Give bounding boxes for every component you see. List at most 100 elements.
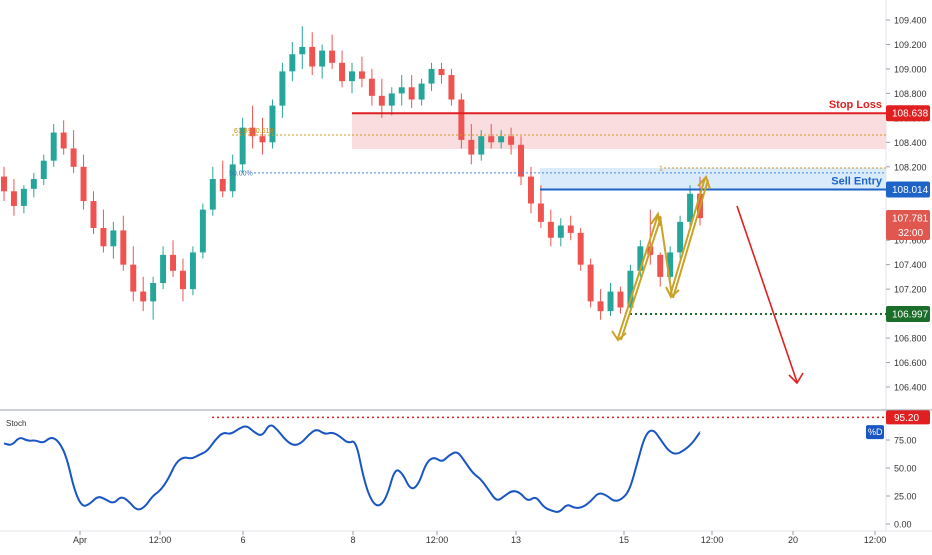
candle[interactable] <box>189 246 196 296</box>
candle[interactable] <box>1 166 7 202</box>
candle[interactable] <box>627 264 634 314</box>
candle[interactable] <box>537 185 544 228</box>
candle-body <box>358 71 365 79</box>
candle[interactable] <box>309 32 316 76</box>
candle[interactable] <box>170 240 177 277</box>
candle[interactable] <box>30 172 37 198</box>
stoch-tick-label: 25.00 <box>894 492 917 502</box>
candle[interactable] <box>508 127 515 155</box>
candle[interactable] <box>408 75 415 109</box>
candle[interactable] <box>468 123 475 165</box>
candle-body <box>607 291 614 312</box>
candle[interactable] <box>279 62 286 118</box>
candle[interactable] <box>150 276 157 320</box>
candle[interactable] <box>100 209 107 253</box>
candle[interactable] <box>239 117 246 173</box>
candle[interactable] <box>229 154 236 198</box>
candle[interactable] <box>50 123 57 167</box>
projected-move-arrow[interactable] <box>736 205 804 385</box>
candle[interactable] <box>179 258 186 302</box>
candle[interactable] <box>40 154 47 186</box>
candle[interactable] <box>289 42 296 82</box>
candle[interactable] <box>110 221 117 259</box>
candle[interactable] <box>438 62 445 84</box>
candle-body <box>428 68 435 84</box>
candle[interactable] <box>518 136 525 186</box>
candle[interactable] <box>488 123 495 149</box>
candle[interactable] <box>498 130 505 149</box>
candle[interactable] <box>90 191 97 235</box>
harmonic-pattern-arrows[interactable] <box>617 177 709 341</box>
price-tick-label: 109.000 <box>894 64 927 74</box>
candle[interactable] <box>557 218 564 247</box>
candle[interactable] <box>587 258 594 308</box>
candle[interactable] <box>657 252 664 287</box>
candle-body <box>299 46 306 55</box>
time-tick-label: 12:00 <box>426 535 449 545</box>
stoch-d-line[interactable] <box>3 424 701 513</box>
candle[interactable] <box>388 87 395 116</box>
pattern-leg-up-1[interactable] <box>617 214 659 339</box>
candle[interactable] <box>607 283 614 317</box>
candle[interactable] <box>617 286 624 314</box>
time-axis[interactable]: Apr 12:00 6 8 12:00 13 15 12:00 20 12:00 <box>73 531 886 545</box>
candle[interactable] <box>418 78 425 106</box>
candle[interactable] <box>597 289 604 320</box>
candle[interactable] <box>60 120 67 155</box>
candle[interactable] <box>10 179 17 216</box>
candle[interactable] <box>378 78 385 118</box>
candle[interactable] <box>120 215 127 271</box>
candle[interactable] <box>80 154 87 210</box>
current-price-badge[interactable] <box>886 210 930 241</box>
candle-body <box>597 301 604 312</box>
candle[interactable] <box>339 50 346 88</box>
candle-body <box>527 176 534 204</box>
candle[interactable] <box>130 246 137 302</box>
stoch-level-badge[interactable] <box>886 410 930 425</box>
candle[interactable] <box>140 276 147 312</box>
candle[interactable] <box>249 105 256 149</box>
candle[interactable] <box>219 160 226 198</box>
pattern-leg-up-1-return[interactable] <box>620 216 662 341</box>
stop-loss-price-badge[interactable] <box>886 105 930 122</box>
candle[interactable] <box>349 62 355 94</box>
candle[interactable] <box>448 68 455 106</box>
candle[interactable] <box>687 185 694 228</box>
candle[interactable] <box>368 68 375 106</box>
candle-body <box>309 46 316 67</box>
candle[interactable] <box>299 26 306 69</box>
candle[interactable] <box>398 75 405 106</box>
candle-body <box>438 68 445 76</box>
sell-entry-price-badge[interactable] <box>886 181 930 198</box>
candle[interactable] <box>458 93 465 149</box>
stoch-axis[interactable]: 75.00 50.00 25.00 0.00 <box>886 436 917 530</box>
take-profit-price-badge[interactable] <box>886 305 930 322</box>
stoch-d-badge[interactable] <box>866 425 884 440</box>
candle[interactable] <box>269 99 276 149</box>
candle-body <box>408 87 415 100</box>
candle[interactable] <box>160 246 167 290</box>
candle[interactable] <box>527 166 534 214</box>
price-tick-label: 106.400 <box>894 383 927 393</box>
candle[interactable] <box>20 185 27 214</box>
candle[interactable] <box>567 215 574 241</box>
candle-body <box>160 254 167 284</box>
time-tick-label: 8 <box>350 535 355 545</box>
candle[interactable] <box>667 246 674 284</box>
candle-body <box>60 132 67 149</box>
candle[interactable] <box>199 203 206 259</box>
pattern-leg-up-2[interactable] <box>669 177 706 297</box>
candle[interactable] <box>677 215 684 259</box>
candle[interactable] <box>577 227 584 271</box>
candle[interactable] <box>70 130 77 173</box>
pattern-leg-up-2-return[interactable] <box>672 179 709 299</box>
candle[interactable] <box>209 166 216 216</box>
pattern-leg-down[interactable] <box>659 215 673 297</box>
candle[interactable] <box>319 44 326 79</box>
candle[interactable] <box>329 34 336 69</box>
candle[interactable] <box>358 56 365 88</box>
candle[interactable] <box>428 62 435 91</box>
candle[interactable] <box>259 117 266 155</box>
candle[interactable] <box>547 209 554 247</box>
